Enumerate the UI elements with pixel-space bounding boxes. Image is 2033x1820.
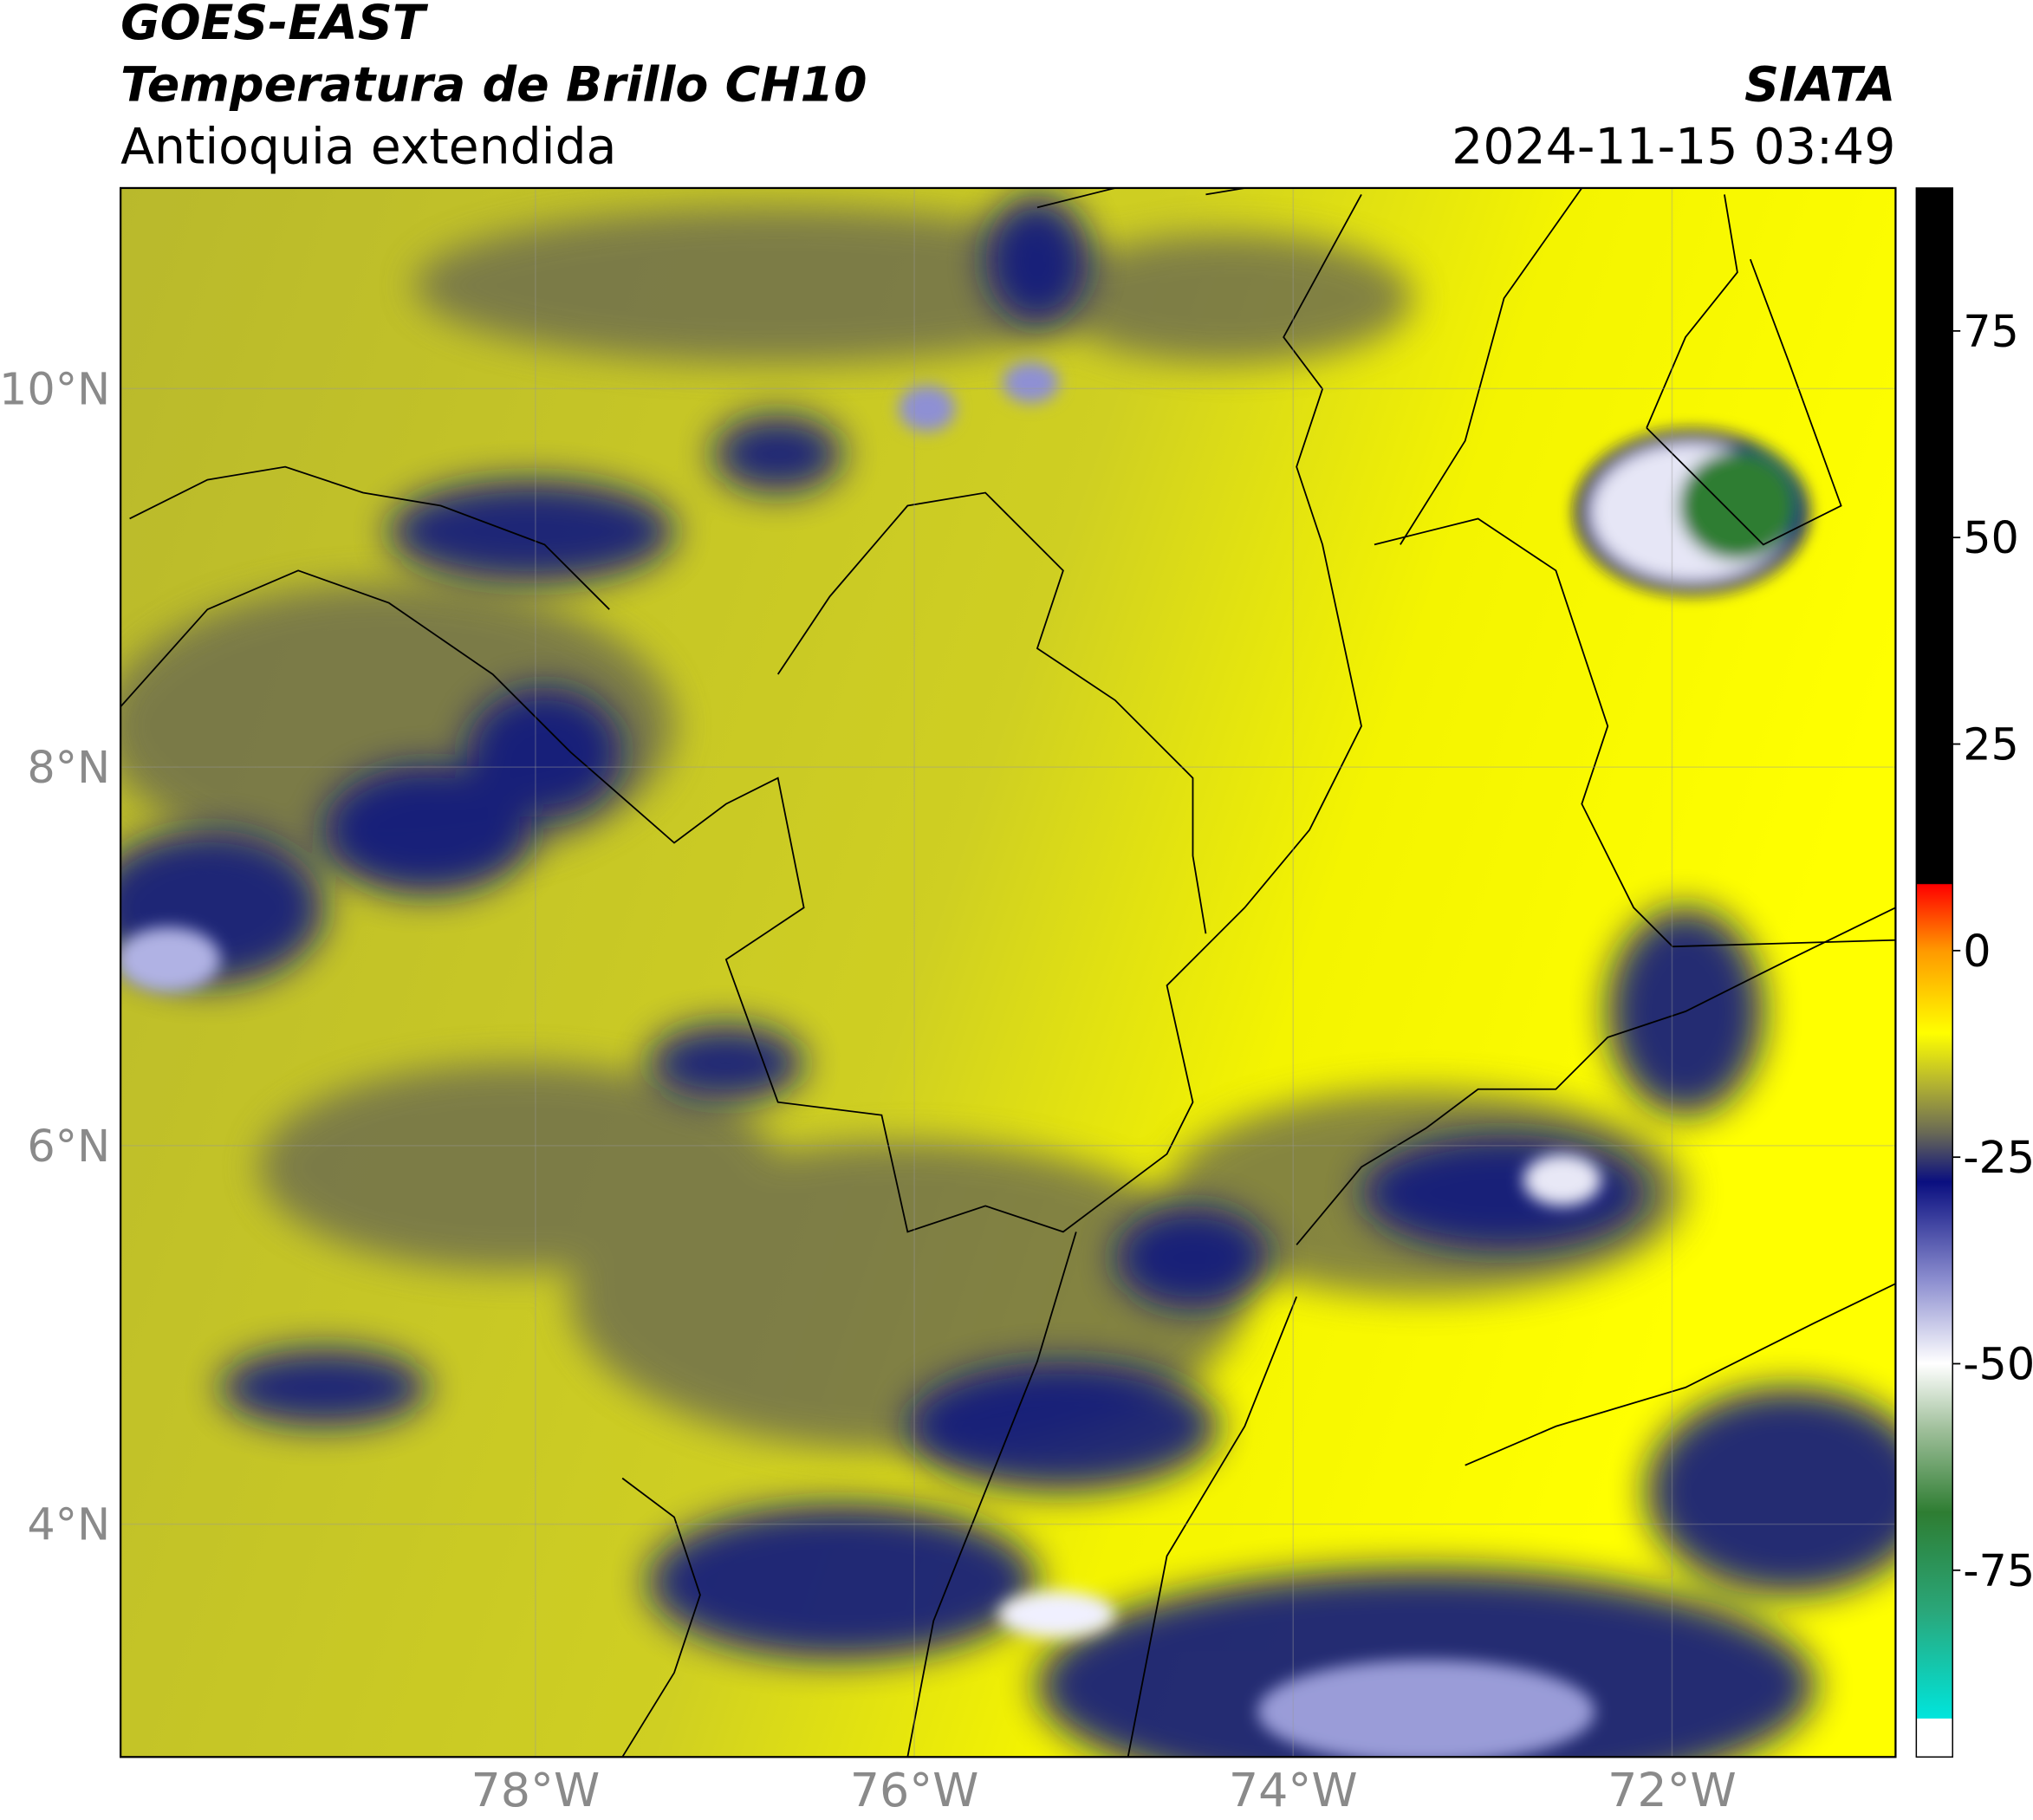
y-tick-label: 4°N [27,1499,110,1550]
colorbar: 75 50 25 0 -25 -50 -75 [1915,187,2033,1758]
colorbar-tick-label: -75 [1963,1545,2033,1596]
source: SIATA [1744,58,1895,114]
colorbar-tick-label: 25 [1963,718,2019,770]
region: Antioquia extendida [120,119,616,176]
colorbar-tick-label: -50 [1963,1338,2033,1389]
y-tick-label: 10°N [0,363,110,414]
borders [120,187,1896,1758]
datetime: 2024-11-15 03:49 [1452,119,1895,176]
y-tick-label: 6°N [27,1121,110,1172]
map-frame [120,186,1897,1758]
x-tick-label: 78°W [471,1763,601,1817]
subtitle: Temperatura de Brillo CH10 [120,58,867,114]
colorbar-fill [1915,187,1953,1758]
grid [120,187,1896,1758]
colorbar-tick-label: 50 [1963,512,2019,563]
x-tick-label: 76°W [850,1763,979,1817]
x-tick-label: 72°W [1608,1763,1737,1817]
y-tick-label: 8°N [27,742,110,793]
x-tick-label: 74°W [1229,1763,1358,1817]
title: GOES-EAST [120,0,429,51]
colorbar-tick-label: 75 [1963,306,2019,357]
colorbar-tick-label: 0 [1963,926,1991,977]
colorbar-tick-label: -25 [1963,1132,2033,1183]
map-image [120,187,1896,1758]
